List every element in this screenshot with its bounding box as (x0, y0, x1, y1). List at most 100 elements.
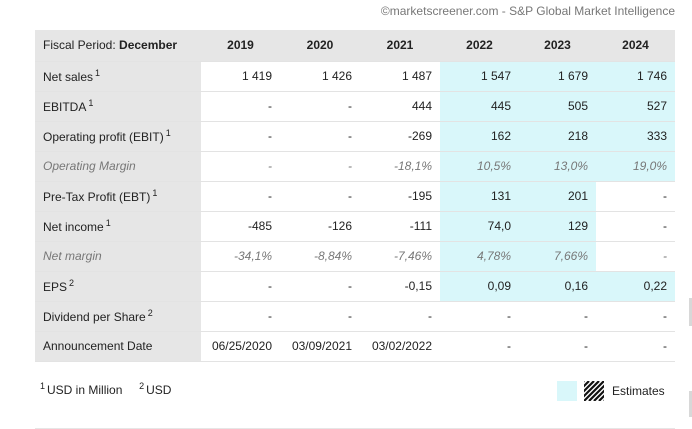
footnote-2-mark: 2 (139, 381, 145, 391)
row-label: Net sales 1 (35, 61, 201, 92)
table-cell: -7,46% (360, 241, 440, 272)
table-row: Operating Margin - - -18,1% 10,5% 13,0% 19,0% (35, 151, 675, 182)
table-header-row: Fiscal Period: December 2019 2020 2021 2… (35, 30, 675, 62)
row-label: Net margin (35, 241, 201, 272)
table-row: Pre-Tax Profit (EBT) 1- - -195 131 201- (35, 181, 675, 212)
legend-estimates-label: Estimates (612, 384, 665, 398)
table-cell: 03/09/2021 (280, 331, 360, 362)
footnote-2-text: USD (146, 383, 172, 397)
table-cell: 0,09 (440, 271, 519, 302)
footnote-ref: 1 (152, 188, 158, 198)
year-header: 2019 (201, 30, 280, 62)
footnote-ref: 1 (88, 98, 94, 108)
estimate-swatch (557, 381, 577, 401)
scrollbar-thumb[interactable] (689, 391, 692, 417)
footnote-ref: 1 (165, 128, 171, 138)
table-cell: -269 (360, 121, 440, 152)
table-cell: - (596, 301, 675, 332)
table-cell: - (201, 121, 280, 152)
table-row: Operating profit (EBIT) 1- - -269 162 218 333 (35, 121, 675, 152)
table-cell: 1 487 (360, 61, 440, 92)
row-label: Dividend per Share 2 (35, 301, 201, 332)
table-cell: - (440, 331, 519, 362)
scrollbar-thumb[interactable] (689, 298, 692, 326)
table-cell: 131 (440, 181, 519, 212)
hatch-swatch-icon (584, 381, 604, 401)
table-cell: 1 419 (201, 61, 280, 92)
table-cell: 1 746 (596, 61, 675, 92)
table-cell: 1 547 (440, 61, 519, 92)
table-cell: - (596, 331, 675, 362)
table-row: EPS 2- - -0,15 0,09 0,16 0,22 (35, 271, 675, 302)
row-label-text: EBITDA (43, 100, 87, 114)
table-cell: 4,78% (440, 241, 519, 272)
table-row: Announcement Date 06/25/2020 03/09/2021 03/… (35, 331, 675, 362)
table-cell: - (519, 301, 596, 332)
source-credit: ©marketscreener.com - S&P Global Market … (380, 4, 675, 18)
row-label-text: Dividend per Share (43, 310, 146, 324)
table-cell: -485 (201, 211, 280, 242)
table-row: Dividend per Share 2- - - - - - (35, 301, 675, 332)
table-cell: - (280, 121, 360, 152)
table-cell: - (440, 301, 519, 332)
table-cell: - (280, 181, 360, 212)
table-row: EBITDA 1- -444 445 505 527 (35, 91, 675, 122)
table-cell: - (201, 91, 280, 122)
table-cell: -34,1% (201, 241, 280, 272)
table-cell: 162 (440, 121, 519, 152)
table-cell: 13,0% (519, 151, 596, 182)
row-label: Pre-Tax Profit (EBT) 1 (35, 181, 201, 212)
table-cell: 445 (440, 91, 519, 122)
table-cell: 201 (519, 181, 596, 212)
table-cell: 06/25/2020 (201, 331, 280, 362)
table-cell: 0,16 (519, 271, 596, 302)
table-cell: - (596, 241, 675, 272)
table-cell: -111 (360, 211, 440, 242)
table-cell: 218 (519, 121, 596, 152)
table-cell: - (280, 271, 360, 302)
table-cell: - (280, 151, 360, 182)
table-cell: - (280, 301, 360, 332)
footnote-1-mark: 1 (40, 381, 46, 391)
table-cell: 1 426 (280, 61, 360, 92)
footnotes: 1 USD in Million 2 USD (40, 381, 171, 397)
table-cell: - (201, 151, 280, 182)
table-cell: - (201, 181, 280, 212)
table-cell: 129 (519, 211, 596, 242)
table-row: Net margin -34,1% -8,84% -7,46% 4,78% 7,66% - (35, 241, 675, 272)
row-label-text: Operating Margin (43, 159, 136, 173)
table-cell: - (519, 331, 596, 362)
table-cell: 10,5% (440, 151, 519, 182)
year-header: 2023 (519, 30, 596, 62)
table-cell: 444 (360, 91, 440, 122)
row-label: Net income 1 (35, 211, 201, 242)
row-label: EPS 2 (35, 271, 201, 302)
row-label-text: Operating profit (EBIT) (43, 130, 164, 144)
table-cell: 505 (519, 91, 596, 122)
footnote-1-text: USD in Million (47, 383, 123, 397)
table-row: Net sales 1 1 419 1 426 1 487 1 547 1 679 1 746 (35, 61, 675, 92)
table-cell: - (360, 301, 440, 332)
table-cell: 0,22 (596, 271, 675, 302)
table-cell: - (280, 91, 360, 122)
table-cell: -18,1% (360, 151, 440, 182)
table-cell: - (596, 211, 675, 242)
table-cell: -195 (360, 181, 440, 212)
footnote-ref: 1 (105, 218, 111, 228)
fiscal-period-label: Fiscal Period: (43, 38, 116, 53)
year-header: 2021 (360, 30, 440, 62)
year-header: 2020 (280, 30, 360, 62)
row-label-text: Pre-Tax Profit (EBT) (43, 190, 151, 204)
footnote-ref: 2 (147, 308, 153, 318)
row-label-text: Net income (43, 220, 104, 234)
row-label-text: Announcement Date (43, 339, 153, 353)
footnote-ref: 2 (69, 278, 75, 288)
legend: Estimates (557, 381, 665, 401)
table-cell: - (596, 181, 675, 212)
table-cell: 7,66% (519, 241, 596, 272)
table-cell: 333 (596, 121, 675, 152)
row-label: Operating profit (EBIT) 1 (35, 121, 201, 152)
table-cell: -8,84% (280, 241, 360, 272)
table-cell: - (201, 301, 280, 332)
row-label-text: Net margin (43, 249, 102, 263)
